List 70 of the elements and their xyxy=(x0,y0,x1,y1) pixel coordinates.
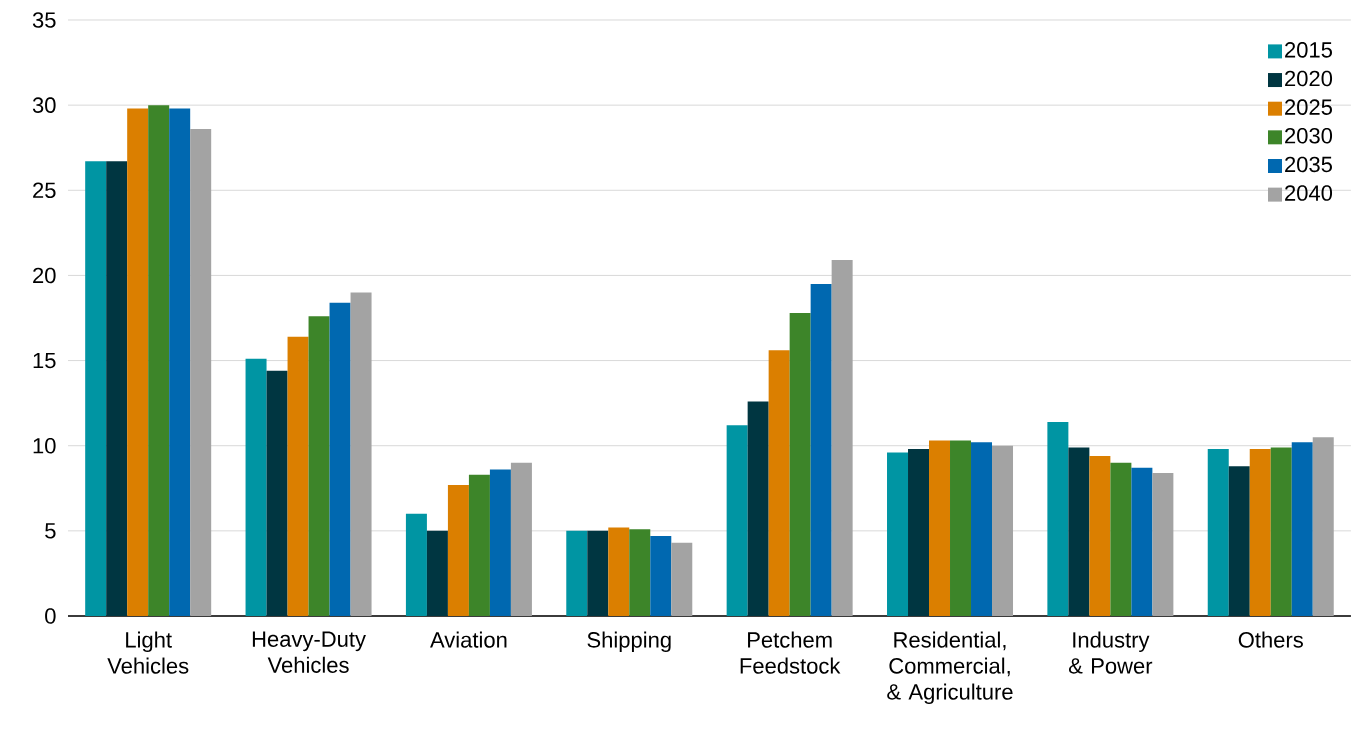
bar xyxy=(169,108,191,616)
bar xyxy=(768,350,790,616)
bar xyxy=(447,484,469,616)
bar xyxy=(1110,462,1132,616)
x-tick-label: Others xyxy=(1238,631,1303,648)
legend-label: 2030 xyxy=(1285,128,1333,144)
x-tick-label: Residential, Commercial, & Agriculture xyxy=(887,631,1013,705)
bar xyxy=(671,542,693,616)
x-tick-label: Aviation xyxy=(430,631,507,648)
bar xyxy=(831,260,853,616)
x-tick-label: Industry & Power xyxy=(1068,631,1153,674)
bar xyxy=(1131,467,1153,616)
bar xyxy=(245,358,267,616)
x-tick-label: Heavy-Duty Vehicles xyxy=(252,631,366,673)
bar xyxy=(629,529,651,616)
y-tick-label: 0 xyxy=(45,608,56,624)
bar xyxy=(726,425,748,616)
y-tick-label: 20 xyxy=(33,267,56,284)
bar xyxy=(148,105,170,616)
bar xyxy=(1207,449,1229,616)
legend-label: 2040 xyxy=(1285,185,1333,201)
bar xyxy=(1312,437,1334,616)
bar xyxy=(266,370,288,616)
bar xyxy=(1291,442,1313,616)
legend-label: 2020 xyxy=(1285,70,1333,87)
y-tick-label: 5 xyxy=(45,523,56,539)
bar xyxy=(747,401,769,616)
bar xyxy=(426,530,448,616)
bar xyxy=(587,530,609,616)
bar xyxy=(1249,449,1271,616)
bar xyxy=(929,440,951,616)
bar xyxy=(566,530,588,616)
y-tick-label: 15 xyxy=(33,352,56,369)
bar xyxy=(510,462,532,616)
bar xyxy=(1152,472,1174,616)
bar xyxy=(329,302,351,616)
bar xyxy=(127,108,149,616)
bar xyxy=(650,535,672,616)
bar xyxy=(489,469,511,616)
bar xyxy=(992,445,1014,616)
y-tick-label: 25 xyxy=(33,182,56,199)
bar xyxy=(190,128,212,616)
bar xyxy=(810,283,832,616)
bar xyxy=(1047,421,1069,616)
bar xyxy=(789,312,811,616)
bar xyxy=(308,316,330,616)
bar xyxy=(405,513,427,616)
bar xyxy=(887,452,909,616)
x-tick-label: Light Vehicles xyxy=(107,631,189,674)
bar xyxy=(468,474,490,616)
bar xyxy=(971,442,993,616)
y-tick-label: 30 xyxy=(32,97,56,113)
bar xyxy=(106,161,128,616)
y-tick-label: 10 xyxy=(33,437,56,454)
bar xyxy=(85,161,107,616)
legend-label: 2035 xyxy=(1285,156,1332,173)
bar xyxy=(950,440,972,616)
bar xyxy=(908,449,930,616)
bar xyxy=(1228,466,1250,616)
legend-label: 2015 xyxy=(1285,42,1332,58)
bar xyxy=(350,292,372,616)
y-tick-label: 35 xyxy=(32,12,56,28)
x-tick-label: Petchem Feedstock xyxy=(740,631,841,674)
bar xyxy=(1270,447,1292,616)
bar xyxy=(608,527,630,616)
legend-label: 2025 xyxy=(1285,99,1332,115)
x-tick-label: Shipping xyxy=(587,631,671,653)
bar xyxy=(1068,447,1090,616)
bar xyxy=(287,336,309,616)
bar xyxy=(1089,455,1111,616)
